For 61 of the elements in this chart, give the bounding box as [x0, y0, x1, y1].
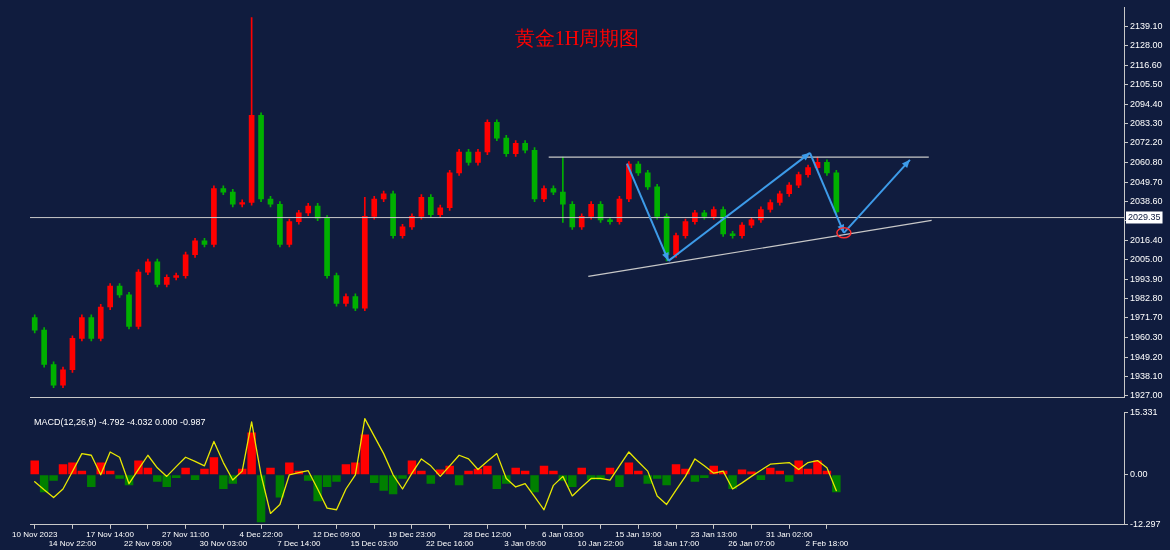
x-tick-label: 18 Jan 17:00 [652, 539, 700, 549]
x-tick-label: 30 Nov 03:00 [199, 539, 248, 549]
bar [784, 475, 794, 482]
y-tick-label: 15.331 [1130, 406, 1158, 417]
text: 黄金1H周期图 [514, 26, 640, 49]
y-tick-label: 2139.10 [1130, 20, 1163, 31]
y-tick-label: 1993.90 [1130, 273, 1163, 284]
bar [577, 467, 586, 475]
y-tick-label: 2005.00 [1130, 254, 1163, 265]
y-tick-label: -12.297 [1130, 519, 1161, 530]
bar [615, 475, 624, 487]
y-tick-label: 2049.70 [1130, 176, 1163, 187]
x-tick-label: 26 Jan 07:00 [728, 539, 776, 549]
bar [190, 475, 200, 481]
x-tick-label: 7 Dec 14:00 [277, 539, 321, 549]
y-tick-label: 2060.80 [1130, 157, 1163, 168]
x-tick-label: 12 Dec 09:00 [312, 529, 361, 539]
x-tick-label: 10 Jan 22:00 [577, 539, 625, 549]
y-tick-label: 2094.40 [1130, 98, 1163, 109]
y-tick-label: 2116.60 [1130, 60, 1162, 71]
x-tick-label: 31 Jan 02:00 [766, 529, 813, 539]
y-tick-label: 1949.20 [1130, 351, 1163, 362]
y-tick-label: 1927.00 [1130, 390, 1163, 401]
bar [275, 475, 285, 498]
x-tick-label: 17 Nov 14:00 [86, 529, 135, 539]
y-tick-label: 1960.30 [1130, 332, 1163, 343]
bar [832, 475, 841, 493]
x-tick-label: 28 Dec 12:00 [463, 529, 512, 539]
y-tick-label: 2016.40 [1130, 234, 1163, 245]
x-tick-label: 2 Feb 18:00 [805, 539, 849, 549]
x-tick-label: 14 Nov 22:00 [48, 539, 97, 549]
bar [426, 475, 436, 484]
x-tick-label: 10 Nov 2023 [12, 529, 58, 539]
ref-line-label: 2029.35 [1128, 212, 1161, 223]
x-tick-label: 4 Dec 22:00 [239, 529, 284, 539]
y-tick-label: 2105.50 [1130, 79, 1163, 90]
y-tick-label: 1938.10 [1130, 371, 1163, 382]
x-tick-label: 22 Nov 09:00 [124, 539, 173, 549]
x-tick-label: 23 Jan 13:00 [690, 529, 738, 539]
bar [756, 475, 766, 481]
bar [530, 475, 539, 493]
y-tick-label: 2128.00 [1130, 40, 1163, 51]
x-tick-label: 3 Jan 09:00 [504, 539, 547, 549]
bar [30, 460, 39, 475]
bar [454, 475, 464, 486]
x-tick-label: 22 Dec 16:00 [425, 539, 475, 549]
y-tick-label: 1971.70 [1130, 312, 1163, 323]
y-tick-label: 0.00 [1130, 469, 1148, 480]
bar [87, 475, 96, 487]
y-tick-label: 2072.20 [1130, 137, 1163, 148]
y-tick-label: 1982.80 [1130, 293, 1163, 304]
x-tick-label: 6 Jan 03:00 [541, 529, 585, 539]
bar [266, 467, 275, 475]
x-tick-label: 15 Dec 03:00 [350, 539, 399, 549]
text: MACD(12,26,9) -4.792 -4.032 0.000 -0.987 [34, 416, 206, 427]
x-tick-label: 15 Jan 19:00 [615, 529, 662, 539]
y-tick-label: 2083.30 [1130, 118, 1163, 129]
x-tick-label: 19 Dec 23:00 [388, 529, 437, 539]
x-tick-label: 27 Nov 11:00 [162, 529, 210, 539]
y-tick-label: 2038.60 [1130, 195, 1163, 206]
bar [181, 467, 190, 475]
